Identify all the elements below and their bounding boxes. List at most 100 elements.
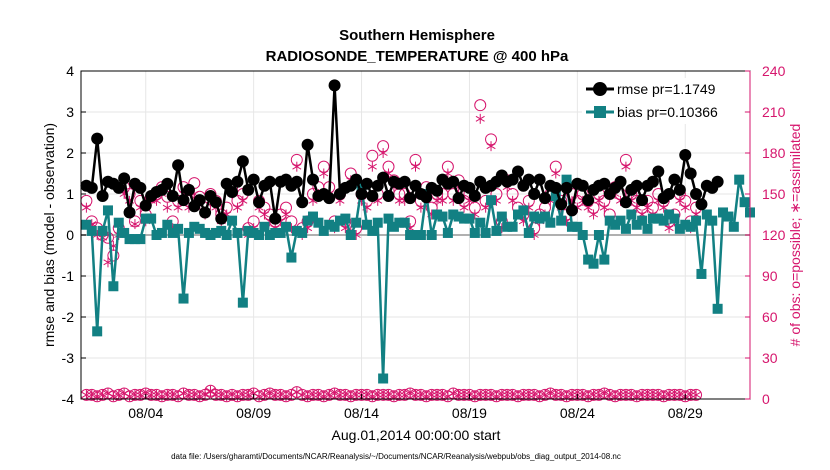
bias-point bbox=[178, 293, 189, 304]
bias-point bbox=[119, 227, 130, 238]
bias-point bbox=[297, 227, 308, 238]
bias-point bbox=[334, 215, 345, 226]
asterisk-stroke bbox=[319, 170, 329, 177]
bias-point bbox=[437, 211, 448, 222]
bias-point bbox=[200, 227, 211, 238]
bias-point bbox=[550, 191, 561, 202]
bias-point bbox=[701, 209, 712, 220]
asterisk-stroke bbox=[459, 204, 469, 211]
legend: rmse pr=1.1749 bias pr=0.10366 bbox=[582, 78, 744, 124]
rmse-point bbox=[382, 190, 395, 203]
rmse-point bbox=[452, 192, 465, 205]
bias-point bbox=[227, 215, 238, 226]
bias-point bbox=[669, 213, 680, 224]
legend-box bbox=[582, 78, 744, 124]
legend-bias-marker bbox=[594, 106, 606, 118]
bias-point bbox=[561, 174, 572, 185]
rmse-point bbox=[695, 198, 708, 211]
x-tick-label: 08/29 bbox=[668, 405, 703, 421]
rmse-series bbox=[80, 79, 724, 225]
y2-tick-label: 30 bbox=[762, 350, 778, 366]
bias-point bbox=[620, 223, 631, 234]
rmse-point bbox=[468, 190, 481, 203]
asterisk-stroke bbox=[475, 115, 485, 122]
rmse-point bbox=[614, 175, 627, 188]
bias-point bbox=[281, 221, 292, 232]
asterisk-stroke bbox=[373, 197, 383, 204]
bias-point bbox=[243, 225, 254, 236]
asterisk-stroke bbox=[621, 163, 631, 170]
bias-point bbox=[356, 182, 367, 193]
y-tick-label: 3 bbox=[66, 104, 74, 120]
data-file-note: data file: /Users/gharamti/Documents/NCA… bbox=[171, 452, 621, 461]
bias-point bbox=[410, 230, 421, 240]
obs-assimilated-point bbox=[162, 202, 172, 213]
y-tick-label: -2 bbox=[62, 309, 75, 325]
bias-point bbox=[459, 213, 470, 224]
asterisk-stroke bbox=[81, 204, 91, 211]
bias-point bbox=[432, 209, 443, 220]
obs-possible-point bbox=[366, 149, 379, 162]
rmse-point bbox=[646, 175, 659, 188]
bias-point bbox=[615, 215, 626, 226]
bias-point bbox=[205, 230, 216, 240]
bias-point bbox=[696, 268, 707, 279]
bias-point bbox=[556, 215, 567, 226]
bias-point bbox=[345, 230, 356, 240]
bias-point bbox=[372, 217, 383, 228]
legend-bias-label: bias pr=0.10366 bbox=[617, 104, 718, 120]
bias-point bbox=[81, 219, 92, 230]
obs-possible-point bbox=[474, 99, 487, 112]
bias-point bbox=[162, 219, 173, 230]
obs-assimilated-point bbox=[292, 161, 302, 172]
rmse-point bbox=[522, 173, 535, 186]
bias-point bbox=[291, 225, 302, 236]
bias-point bbox=[502, 221, 513, 232]
bias-point bbox=[491, 225, 502, 236]
bias-point bbox=[156, 227, 167, 238]
bias-point bbox=[167, 227, 178, 238]
rmse-point bbox=[528, 188, 541, 200]
rmse-point bbox=[296, 196, 309, 209]
obs-assimilated-point bbox=[319, 168, 329, 179]
bias-point bbox=[351, 217, 362, 228]
rmse-point bbox=[290, 175, 303, 188]
bias-point bbox=[583, 254, 594, 265]
bias-point bbox=[151, 230, 162, 240]
x-tick-label: 08/09 bbox=[236, 405, 271, 421]
rmse-point bbox=[673, 183, 686, 196]
x-tick-label: 08/14 bbox=[344, 405, 379, 421]
rmse-point bbox=[684, 167, 697, 180]
bias-point bbox=[518, 205, 529, 216]
bias-point bbox=[593, 230, 604, 240]
obs-assimilated-point bbox=[367, 161, 377, 172]
asterisk-stroke bbox=[200, 391, 210, 398]
rmse-point bbox=[172, 159, 185, 172]
rmse-point bbox=[679, 149, 692, 162]
asterisk-stroke bbox=[599, 204, 609, 211]
bias-point bbox=[124, 234, 135, 245]
bias-point bbox=[647, 213, 658, 224]
rmse-point bbox=[96, 190, 109, 203]
bias-point bbox=[108, 281, 119, 292]
bias-point bbox=[442, 227, 453, 238]
bias-point bbox=[691, 215, 702, 226]
bias-point bbox=[237, 297, 248, 308]
bias-point bbox=[313, 217, 324, 228]
bias-point bbox=[129, 234, 140, 245]
rmse-point bbox=[565, 204, 578, 217]
bias-point bbox=[329, 221, 340, 232]
y2-tick-label: 180 bbox=[762, 145, 786, 161]
bias-point bbox=[680, 219, 691, 230]
obs-assimilated-point bbox=[551, 168, 561, 179]
asterisk-stroke bbox=[238, 197, 248, 204]
y2-tick-label: 210 bbox=[762, 104, 786, 120]
rmse-point bbox=[560, 181, 573, 194]
rmse-point bbox=[85, 181, 98, 194]
bias-point bbox=[324, 219, 335, 230]
rmse-point bbox=[91, 132, 104, 145]
bias-point bbox=[183, 227, 194, 238]
obs-assimilated-point bbox=[659, 202, 669, 213]
bias-point bbox=[264, 230, 275, 240]
